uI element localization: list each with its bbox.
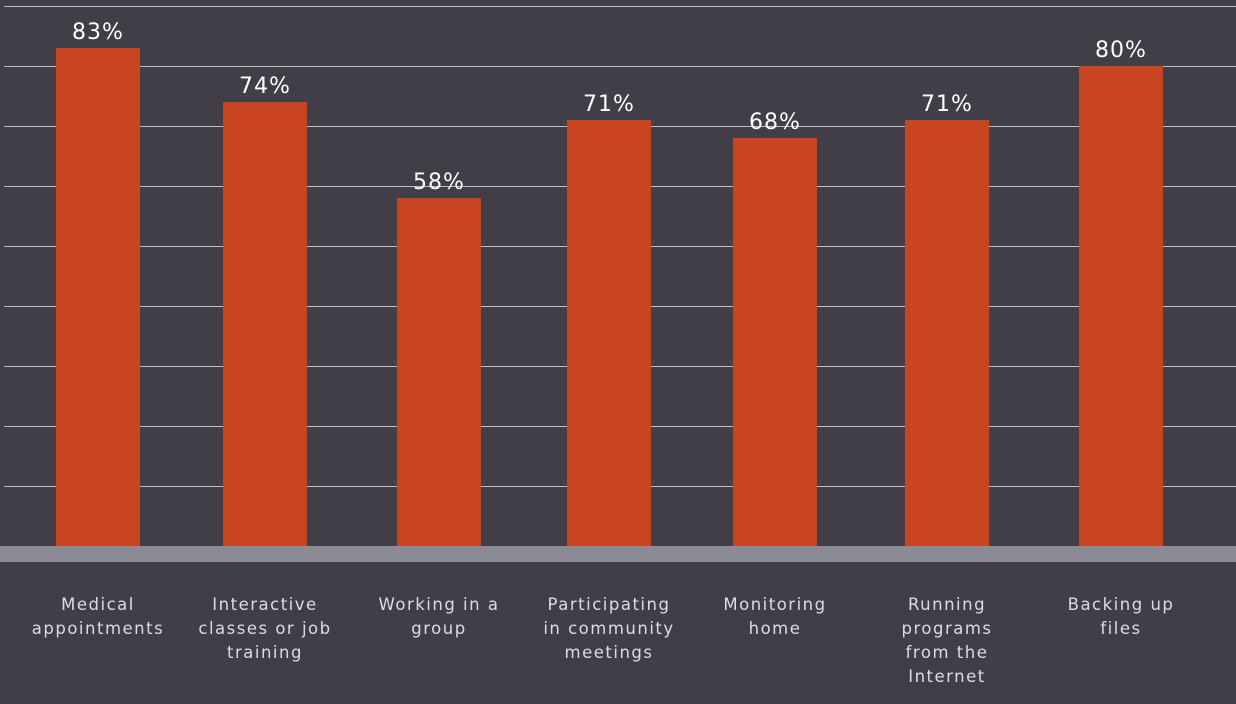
bar-1	[56, 48, 140, 546]
bar-2	[223, 102, 307, 546]
bar-7	[1079, 66, 1163, 546]
category-label-running-programs: Running programs from the Internet	[901, 595, 993, 686]
value-label-1: 83%	[72, 20, 124, 45]
value-label-3: 58%	[413, 170, 465, 195]
bar-4	[567, 120, 651, 546]
category-label-monitoring-home: Monitoring home	[723, 595, 827, 638]
category-label-working-in-group: Working in a group	[378, 595, 500, 638]
bar-6	[905, 120, 989, 546]
category-label-backing-up-files: Backing up files	[1067, 595, 1175, 638]
value-label-7: 80%	[1095, 38, 1147, 63]
category-label-medical-appointments: Medical appointments	[31, 595, 165, 638]
bar-3	[397, 198, 481, 546]
category-label-interactive-classes: Interactive classes or job training	[198, 595, 332, 662]
bars	[56, 48, 1163, 546]
value-label-5: 68%	[749, 110, 801, 135]
x-axis-baseline	[0, 546, 1236, 562]
category-label-community-meetings: Participating in community meetings	[543, 595, 675, 662]
value-label-2: 74%	[239, 74, 291, 99]
bar-5	[733, 138, 817, 546]
value-label-4: 71%	[583, 92, 635, 117]
value-labels: 83% 74% 58% 71% 68% 71% 80%	[72, 20, 1147, 195]
value-label-6: 71%	[921, 92, 973, 117]
